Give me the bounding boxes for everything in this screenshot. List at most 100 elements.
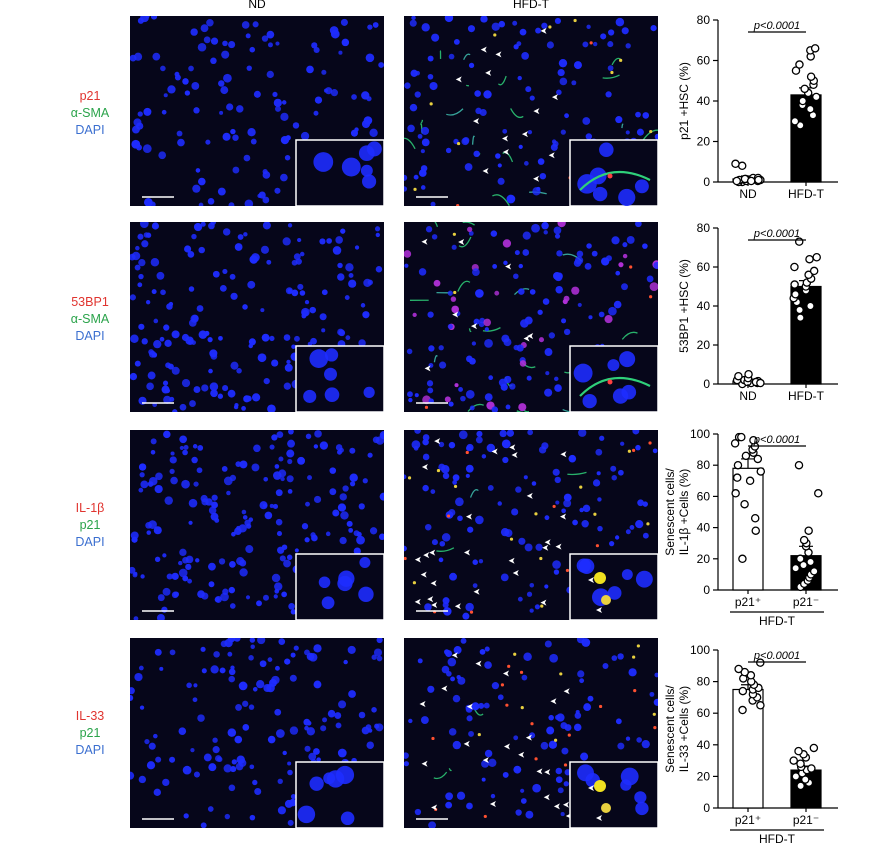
signal-mark	[593, 512, 597, 516]
stain-label-row-2: 53BP1 α-SMA DAPI	[60, 294, 120, 345]
nucleus-mark	[256, 680, 265, 689]
nucleus-mark	[190, 747, 195, 753]
data-point	[737, 432, 746, 442]
nucleus-mark	[338, 570, 355, 587]
nucleus-mark	[179, 445, 184, 451]
data-point	[740, 499, 749, 509]
nucleus-mark	[198, 202, 204, 206]
data-point	[814, 489, 823, 498]
nucleus-mark	[198, 330, 208, 339]
stain-line: p21	[79, 89, 101, 103]
nucleus-mark	[358, 711, 366, 719]
nucleus-mark	[363, 116, 373, 125]
nucleus-mark	[190, 314, 199, 323]
arrowhead-mark	[463, 740, 470, 747]
nucleus-mark	[447, 290, 453, 296]
nucleus-mark	[327, 709, 336, 718]
nucleus-mark	[235, 703, 242, 711]
nucleus-mark	[290, 609, 297, 615]
nucleus-mark	[375, 436, 384, 445]
nucleus-mark	[267, 42, 273, 48]
signal-mark	[563, 763, 568, 767]
arrowhead-mark	[421, 238, 428, 245]
nucleus-mark	[193, 386, 201, 393]
nucleus-mark	[465, 389, 475, 399]
signal-mark	[507, 664, 511, 668]
nucleus-mark	[608, 29, 615, 36]
nucleus-mark	[161, 109, 167, 115]
nucleus-mark	[243, 154, 251, 162]
nucleus-mark	[407, 124, 415, 133]
nucleus-mark	[231, 759, 237, 765]
arrowhead-mark	[458, 238, 465, 245]
inset-zoom	[295, 761, 384, 828]
nucleus-mark	[289, 674, 297, 682]
nucleus-mark	[410, 69, 418, 77]
nucleus-mark	[178, 727, 187, 735]
nucleus-mark	[138, 775, 147, 784]
signal-mark	[429, 102, 433, 106]
nucleus-mark	[562, 298, 568, 305]
nucleus-mark	[476, 430, 483, 437]
nucleus-mark	[228, 202, 235, 206]
nucleus-mark	[596, 471, 601, 476]
nucleus-mark	[517, 75, 522, 81]
nucleus-mark	[210, 37, 219, 45]
nucleus-mark	[193, 683, 198, 688]
nucleus-mark	[269, 503, 274, 509]
nucleus-mark	[262, 594, 270, 601]
nucleus-mark	[158, 151, 167, 160]
nucleus-mark	[341, 38, 350, 47]
signal-mark	[539, 556, 543, 561]
nucleus-mark	[213, 651, 220, 658]
nucleus-mark	[625, 736, 631, 741]
nucleus-mark	[498, 20, 506, 28]
nucleus-mark	[141, 338, 148, 345]
nucleus-mark	[262, 196, 270, 204]
nucleus-mark	[374, 226, 381, 232]
nucleus-mark	[438, 441, 445, 448]
nucleus-mark	[247, 128, 256, 137]
nucleus-mark	[304, 300, 310, 305]
nucleus-mark	[465, 473, 470, 478]
nucleus-mark	[234, 735, 243, 744]
micrograph-image	[404, 638, 658, 828]
nucleus-mark	[334, 712, 342, 719]
nucleus-mark	[200, 822, 207, 828]
nucleus-mark	[543, 230, 548, 235]
nucleus-mark	[404, 250, 412, 258]
signal-mark	[453, 290, 457, 295]
nucleus-mark	[472, 559, 478, 565]
nucleus-mark	[241, 21, 250, 29]
nucleus-mark	[257, 638, 266, 645]
nucleus-mark	[230, 128, 236, 135]
nucleus-mark	[601, 257, 610, 266]
nucleus-mark	[219, 284, 227, 292]
nucleus-mark	[145, 300, 151, 305]
nucleus-mark	[146, 530, 152, 535]
signal-mark	[565, 568, 570, 573]
data-point	[796, 759, 805, 769]
chart-53bp1-hsc: 0 20 40 60 80 53BP1 +HSC (%) ND HFD-T p<0.0001	[660, 218, 860, 418]
nucleus-mark	[300, 131, 310, 141]
nucleus-mark	[222, 385, 229, 392]
nucleus-mark	[287, 761, 292, 766]
nucleus-mark	[207, 198, 215, 205]
nucleus-mark	[297, 456, 306, 465]
data-point	[750, 513, 760, 523]
nucleus-mark	[430, 201, 436, 206]
nucleus-mark	[404, 545, 407, 552]
fiber-mark	[492, 194, 510, 206]
nucleus-mark	[181, 479, 190, 489]
arrowhead-mark	[526, 492, 533, 499]
nucleus-mark	[267, 404, 276, 412]
nucleus-mark	[173, 591, 180, 598]
nucleus-mark	[304, 649, 310, 656]
nucleus-mark	[198, 246, 205, 254]
nucleus-mark	[588, 315, 593, 320]
nucleus-mark	[222, 228, 231, 236]
data-point	[749, 435, 758, 445]
nucleus-mark	[466, 715, 473, 722]
data-point	[745, 476, 755, 486]
data-point	[730, 439, 740, 448]
